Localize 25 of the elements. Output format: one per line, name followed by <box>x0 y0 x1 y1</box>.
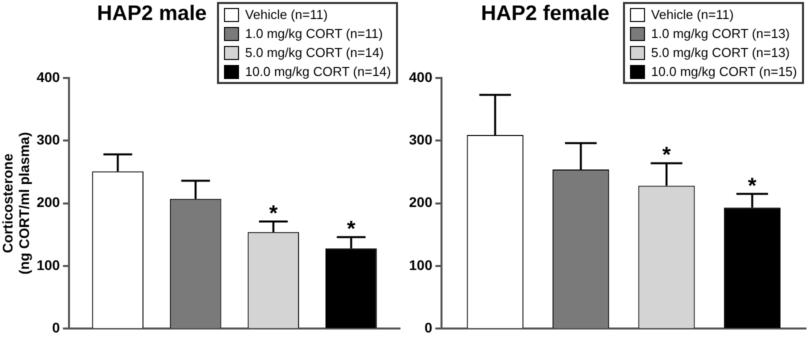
legend-label: 10.0 mg/kg CORT (n=15) <box>651 63 797 81</box>
y-tick-label: 400 <box>36 68 60 85</box>
legend-label: 5.0 mg/kg CORT (n=14) <box>245 44 384 62</box>
y-tick-label: 0 <box>52 319 60 336</box>
legend-label: Vehicle (n=11) <box>245 6 328 24</box>
legend-label: 10.0 mg/kg CORT (n=14) <box>245 63 391 81</box>
y-tick-label: 200 <box>36 194 60 210</box>
legend-label: Vehicle (n=11) <box>651 6 734 24</box>
legend-label: 1.0 mg/kg CORT (n=13) <box>651 25 790 43</box>
legend-label: 1.0 mg/kg CORT (n=11) <box>245 25 383 43</box>
chart-title: HAP2 male <box>97 2 207 26</box>
y-tick-label: 200 <box>409 194 433 210</box>
y-tick-label: 100 <box>409 256 433 273</box>
y-tick-label: 300 <box>409 132 433 148</box>
y-axis-title: Corticosterone (ng CORT/ml plasma) <box>0 132 32 274</box>
y-tick-label: 300 <box>36 132 60 148</box>
chart-title: HAP2 female <box>481 2 610 26</box>
y-tick-label: 400 <box>409 68 433 85</box>
legend-label: 5.0 mg/kg CORT (n=13) <box>651 44 790 62</box>
y-tick-label: 0 <box>424 319 433 336</box>
data-label: * <box>748 172 757 198</box>
data-label: * <box>269 200 278 226</box>
y-tick-label: 100 <box>36 256 60 273</box>
data-label: * <box>346 216 356 242</box>
data-label: * <box>662 142 672 168</box>
